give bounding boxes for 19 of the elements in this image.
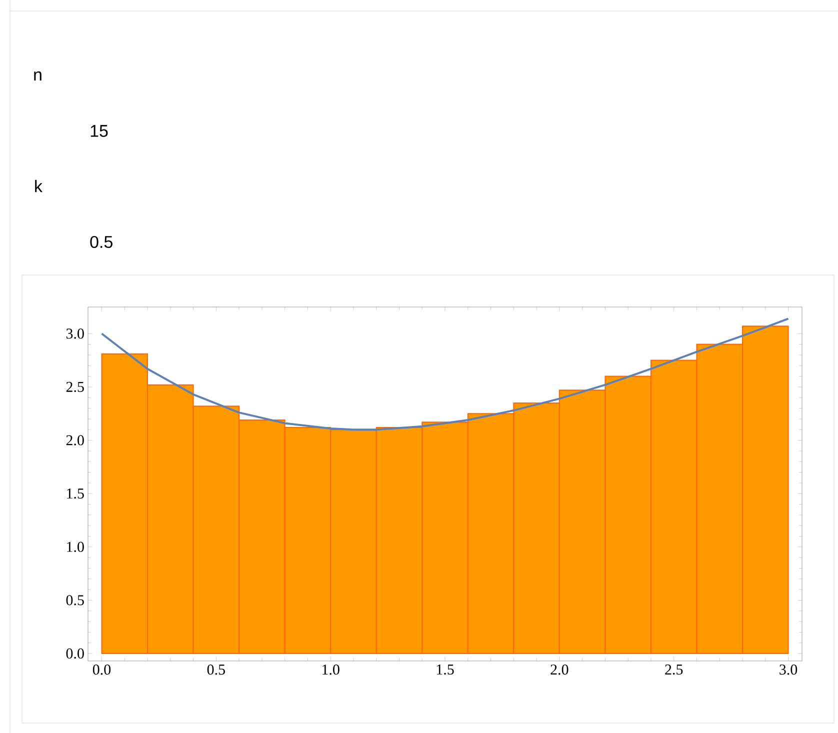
x-tick-label: 1.0 xyxy=(322,664,340,675)
y-tick-label: 2.5 xyxy=(66,382,84,392)
y-tick-label: 1.5 xyxy=(67,488,84,499)
y-tick-label: 1.0 xyxy=(67,542,84,552)
y-tick-label: 0.5 xyxy=(66,595,84,606)
x-tick-label: 0.5 xyxy=(207,664,225,675)
x-tick-label: 2.5 xyxy=(665,664,683,675)
y-tick-label: 2.0 xyxy=(66,435,84,446)
x-tick-label: 3.0 xyxy=(780,664,798,675)
text: n xyxy=(34,71,42,81)
line-series xyxy=(100,318,790,431)
y-tick-label: 0.0 xyxy=(66,648,84,659)
text: k xyxy=(35,180,43,192)
x-tick-label: 2.0 xyxy=(550,664,568,675)
text: 15 xyxy=(90,125,108,137)
text: 0.5 xyxy=(90,236,112,248)
x-tick-label: 1.5 xyxy=(436,664,454,675)
y-tick-label: 3.0 xyxy=(66,328,84,339)
x-tick-label: 0.0 xyxy=(92,664,111,675)
